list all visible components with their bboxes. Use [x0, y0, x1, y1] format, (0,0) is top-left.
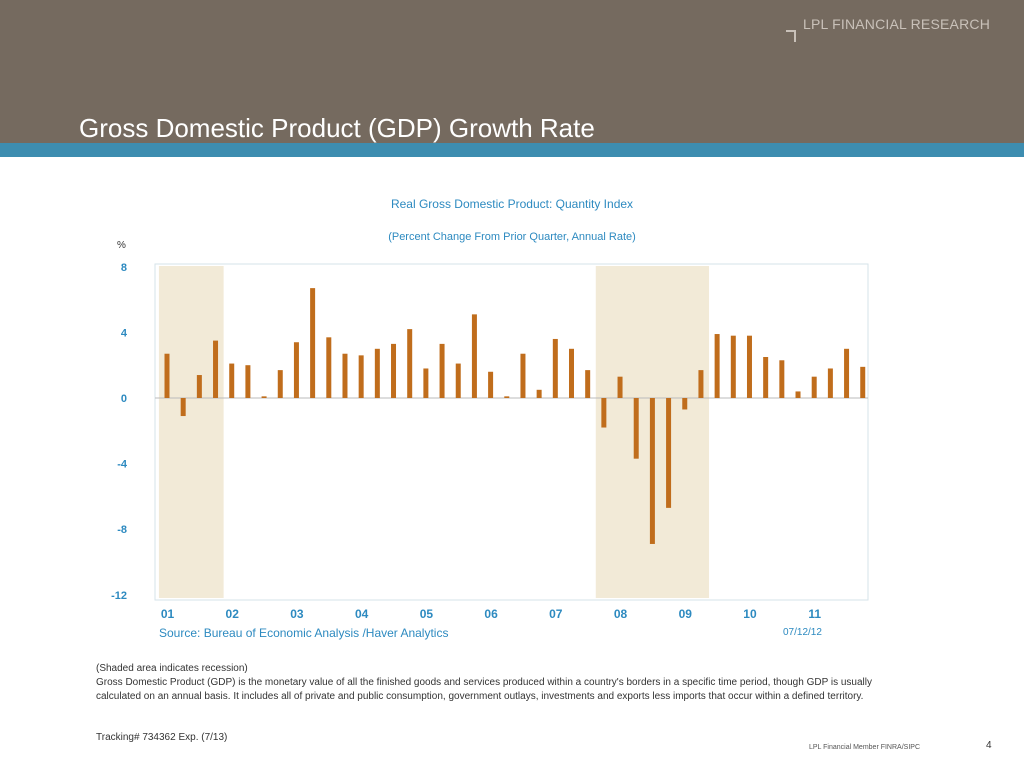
y-tick-label: 0 [121, 393, 127, 405]
y-axis-unit: % [117, 240, 126, 251]
bar-2004Q2 [374, 348, 380, 398]
accent-stripe [0, 143, 1024, 157]
bar-2004Q4 [407, 329, 413, 398]
header-band [0, 0, 1024, 143]
x-tick-label: 10 [743, 607, 757, 621]
bar-2001Q2 [180, 398, 186, 417]
page-number: 4 [986, 740, 992, 751]
x-tick-label: 06 [484, 607, 498, 621]
y-tick-label: 4 [121, 327, 128, 339]
bar-2009Q3 [714, 334, 720, 398]
y-tick-label: -12 [111, 590, 127, 602]
bar-2006Q2 [504, 396, 510, 398]
bar-2009Q2 [698, 370, 704, 398]
x-tick-label: 11 [808, 607, 821, 621]
data-date: 07/12/12 [783, 627, 822, 638]
bar-2002Q4 [277, 370, 283, 398]
bar-2001Q3 [196, 375, 202, 398]
member-disclosure: LPL Financial Member FINRA/SIPC [809, 744, 920, 751]
x-tick-label: 03 [290, 607, 304, 621]
bar-2006Q3 [520, 353, 526, 398]
bar-2001Q1 [164, 353, 170, 398]
x-tick-label: 08 [614, 607, 628, 621]
plot-frame [154, 263, 869, 601]
bar-2010Q4 [795, 391, 801, 398]
bar-2011Q1 [811, 376, 817, 398]
bar-2008Q4 [666, 398, 672, 508]
bar-2003Q3 [326, 337, 332, 398]
chart-title: Real Gross Domestic Product: Quantity In… [390, 197, 634, 211]
bar-2003Q2 [310, 288, 316, 398]
bar-2005Q1 [423, 368, 429, 398]
bar-2005Q2 [439, 343, 445, 398]
recession-shade-1 [158, 266, 224, 598]
bar-2005Q4 [471, 314, 477, 398]
chart-subtitle: (Percent Change From Prior Quarter, Annu… [388, 231, 636, 243]
bar-2004Q1 [358, 355, 364, 398]
bar-2002Q1 [229, 363, 235, 398]
bar-2007Q4 [601, 398, 607, 428]
x-tick-label: 02 [226, 607, 240, 621]
bar-2011Q2 [827, 368, 833, 398]
y-tick-label: -4 [117, 459, 128, 471]
x-tick-label: 09 [679, 607, 693, 621]
tracking-number: Tracking# 734362 Exp. (7/13) [96, 732, 228, 743]
bar-2007Q3 [585, 370, 591, 398]
x-tick-label: 05 [420, 607, 434, 621]
bar-2004Q3 [391, 343, 397, 398]
bar-2009Q1 [682, 398, 688, 410]
source-note: Source: Bureau of Economic Analysis /Hav… [159, 626, 449, 640]
bar-2011Q3 [844, 348, 850, 398]
bar-2010Q3 [779, 360, 785, 398]
bar-2003Q1 [293, 342, 299, 398]
x-tick-label: 01 [161, 607, 175, 621]
brand-label: LPL FINANCIAL RESEARCH [803, 16, 990, 32]
recession-note: (Shaded area indicates recession) [96, 663, 248, 674]
bar-2003Q4 [342, 353, 348, 398]
bar-2006Q4 [536, 389, 542, 398]
bar-2002Q3 [261, 396, 267, 398]
gdp-definition: Gross Domestic Product (GDP) is the mone… [96, 677, 872, 702]
bar-2008Q1 [617, 376, 623, 398]
bar-2011Q4 [860, 366, 866, 398]
x-tick-label: 04 [355, 607, 369, 621]
x-tick-label: 07 [549, 607, 563, 621]
bar-2008Q3 [649, 398, 655, 544]
bar-2010Q1 [746, 335, 752, 398]
bar-2010Q2 [763, 357, 769, 398]
bar-2001Q4 [213, 340, 219, 398]
bar-2005Q3 [455, 363, 461, 398]
bar-2007Q1 [552, 338, 558, 398]
footnotes: (Shaded area indicates recession) Gross … [96, 662, 916, 704]
slide-title: Gross Domestic Product (GDP) Growth Rate [79, 113, 595, 143]
y-tick-label: -8 [117, 524, 127, 536]
bar-2009Q4 [730, 335, 736, 398]
bar-2008Q2 [633, 398, 639, 459]
bar-2007Q2 [569, 348, 574, 398]
bar-2002Q2 [245, 365, 251, 398]
bracket-icon [786, 30, 796, 42]
y-tick-label: 8 [121, 262, 127, 274]
bar-2006Q1 [488, 371, 494, 398]
